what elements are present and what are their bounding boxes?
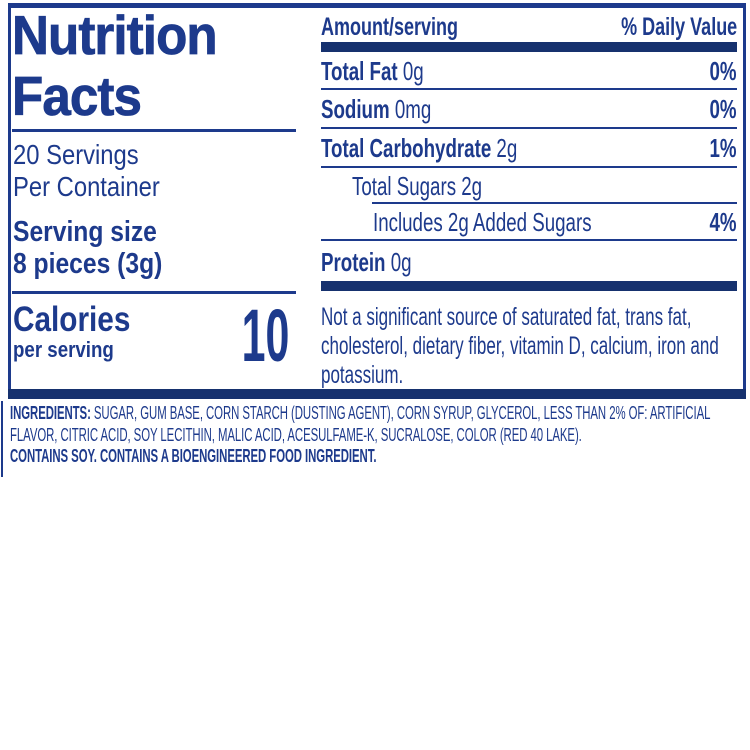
nutrient-table: Amount/serving % Daily Value Total Fat 0… bbox=[321, 12, 737, 390]
nutrient-row-total-carbohydrate: Total Carbohydrate 2g 1% bbox=[321, 129, 737, 168]
serving-size-value: 8 pieces (3g) bbox=[13, 248, 163, 280]
calories-sub-label: per serving bbox=[13, 337, 114, 362]
ingredients-section: INGREDIENTS: SUGAR, GUM BASE, CORN STARC… bbox=[10, 402, 739, 467]
sodium-daily-value: 0% bbox=[709, 94, 737, 124]
total-sugars-sub-rule bbox=[372, 202, 737, 204]
servings-line-1: 20 Servings bbox=[13, 139, 139, 170]
total-fat-daily-value: 0% bbox=[709, 55, 737, 86]
calories-section: Calories per serving 10 bbox=[13, 294, 289, 377]
ingredients-statement: INGREDIENTS: SUGAR, GUM BASE, CORN STARC… bbox=[10, 402, 739, 445]
ingredients-list: SUGAR, GUM BASE, CORN STARCH (DUSTING AG… bbox=[10, 402, 710, 445]
carbohydrate-daily-value: 1% bbox=[709, 133, 737, 163]
calories-labels: Calories per serving bbox=[13, 302, 151, 362]
ingredients-label: INGREDIENTS: bbox=[10, 402, 91, 423]
amount-per-serving-header: Amount/serving bbox=[321, 12, 459, 41]
daily-value-header: % Daily Value bbox=[620, 12, 737, 41]
title-line-1: Nutrition bbox=[12, 4, 218, 66]
protein-thick-bar bbox=[321, 281, 737, 291]
nutrient-row-total-fat: Total Fat 0g 0% bbox=[321, 52, 737, 90]
calories-value: 10 bbox=[241, 294, 289, 377]
label-bottom-bar bbox=[8, 389, 746, 399]
serving-size-label: Serving size bbox=[13, 216, 157, 248]
left-divider-rule bbox=[12, 291, 296, 294]
nutrient-row-total-sugars: Total Sugars 2g bbox=[352, 170, 483, 201]
nutrient-table-header: Amount/serving % Daily Value bbox=[321, 12, 737, 42]
added-sugars-daily-value: 4% bbox=[709, 207, 737, 237]
servings-line-2: Per Container bbox=[13, 171, 160, 202]
not-significant-source-note: Not a significant source of saturated fa… bbox=[321, 303, 719, 389]
ingredients-left-rule bbox=[1, 401, 3, 477]
left-divider-rule bbox=[12, 129, 296, 132]
nutrient-row-sodium: Sodium 0mg 0% bbox=[321, 90, 737, 129]
calories-label: Calories bbox=[13, 300, 131, 339]
servings-per-container: 20 Servings Per Container bbox=[13, 139, 186, 203]
label-border-box bbox=[8, 3, 746, 389]
title-line-2: Facts bbox=[12, 65, 143, 127]
header-thick-bar bbox=[321, 42, 737, 52]
allergen-statement: CONTAINS SOY. CONTAINS A BIOENGINEERED F… bbox=[10, 445, 377, 466]
nutrient-row-protein: Protein 0g bbox=[321, 246, 412, 277]
nutrient-row-added-sugars: Includes 2g Added Sugars 4% bbox=[321, 204, 737, 241]
serving-size: Serving size 8 pieces (3g) bbox=[13, 216, 189, 280]
nutrition-facts-title: Nutrition Facts bbox=[12, 4, 232, 127]
